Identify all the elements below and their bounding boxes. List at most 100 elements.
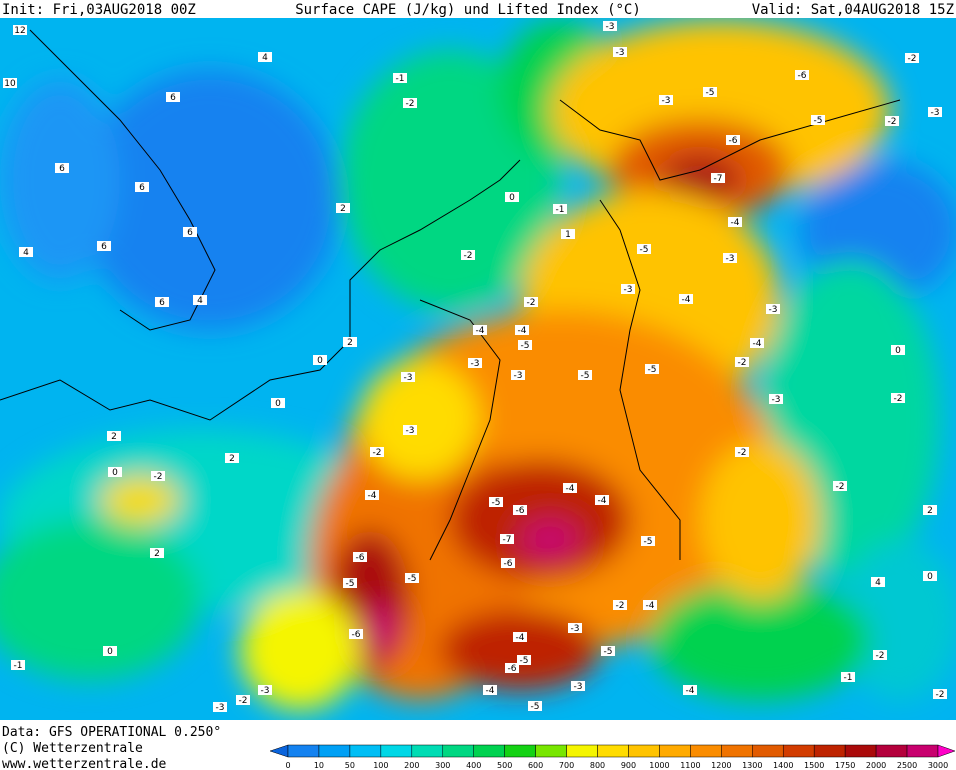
colorbar-label: 0 — [285, 761, 290, 770]
label-box — [524, 297, 538, 307]
lifted-index-label: 4 — [875, 578, 881, 588]
label-box — [553, 204, 567, 214]
label-box — [841, 672, 855, 682]
label-box — [613, 47, 627, 57]
colorbar-label: 700 — [559, 761, 574, 770]
colorbar-swatch — [752, 744, 784, 758]
lifted-index-label: -4 — [518, 326, 527, 336]
colorbar-label: 1500 — [804, 761, 824, 770]
lifted-index-label: 2 — [111, 432, 117, 442]
copyright: (C) Wetterzentrale — [2, 741, 143, 756]
colorbar-swatch — [628, 744, 660, 758]
label-box — [750, 338, 764, 348]
colorbar-label: 400 — [466, 761, 481, 770]
lifted-index-label: 0 — [927, 572, 933, 582]
label-box — [561, 229, 575, 239]
colorbar-swatch — [504, 744, 536, 758]
label-box — [659, 95, 673, 105]
label-box — [401, 372, 415, 382]
label-box — [517, 655, 531, 665]
label-box — [595, 495, 609, 505]
colorbar-swatch — [659, 744, 691, 758]
lifted-index-label: -6 — [352, 630, 361, 640]
colorbar-swatch — [721, 744, 753, 758]
lifted-index-label: 2 — [229, 454, 235, 464]
lifted-index-label: -3 — [772, 395, 781, 405]
lifted-index-label: -3 — [662, 96, 671, 106]
lifted-index-label: -3 — [571, 624, 580, 634]
lifted-index-label: -4 — [486, 686, 495, 696]
label-box — [811, 115, 825, 125]
label-box — [166, 92, 180, 102]
label-box — [511, 370, 525, 380]
label-box — [645, 364, 659, 374]
lifted-index-label: 2 — [340, 204, 346, 214]
label-box — [613, 600, 627, 610]
colorbar-swatch — [535, 744, 567, 758]
url: www.wetterzentrale.de — [2, 757, 167, 770]
colorbar-swatch — [690, 744, 722, 758]
lifted-index-label: -5 — [531, 702, 540, 712]
colorbar-swatch — [566, 744, 598, 758]
label-box — [483, 685, 497, 695]
lifted-index-label: 6 — [170, 93, 176, 103]
lifted-index-label: 10 — [4, 79, 16, 89]
colorbar-swatch — [411, 744, 444, 758]
colorbar-label: 300 — [435, 761, 450, 770]
label-box — [601, 646, 615, 656]
lifted-index-label: 0 — [895, 346, 901, 356]
lifted-index-label: 6 — [59, 164, 65, 174]
label-box — [637, 244, 651, 254]
label-box — [505, 192, 519, 202]
label-box — [515, 325, 529, 335]
colorbar-label: 1300 — [742, 761, 762, 770]
colorbar-label: 600 — [528, 761, 543, 770]
lifted-index-label: -5 — [814, 116, 823, 126]
colorbar-arrow — [269, 744, 289, 758]
lifted-index-label: -5 — [408, 574, 417, 584]
lifted-index-label: -5 — [520, 656, 529, 666]
colorbar-label: 10 — [314, 761, 324, 770]
lifted-index-label: -2 — [876, 651, 885, 661]
label-box — [621, 284, 635, 294]
lifted-index-label: -5 — [706, 88, 715, 98]
label-box — [513, 505, 527, 515]
lifted-index-label: -5 — [640, 245, 649, 255]
lifted-index-label: 12 — [14, 26, 25, 36]
label-box — [500, 534, 514, 544]
lifted-index-label: -3 — [514, 371, 523, 381]
lifted-index-label: -6 — [516, 506, 525, 516]
label-box — [726, 135, 740, 145]
label-box — [19, 247, 33, 257]
label-box — [103, 646, 117, 656]
label-box — [3, 78, 17, 88]
label-box — [769, 394, 783, 404]
label-box — [723, 253, 737, 263]
label-box — [578, 370, 592, 380]
label-box — [501, 558, 515, 568]
label-box — [679, 294, 693, 304]
label-box — [258, 52, 272, 62]
lifted-index-label: 0 — [275, 399, 281, 409]
lifted-index-label: -2 — [527, 298, 536, 308]
lifted-index-label: -4 — [598, 496, 607, 506]
lifted-index-label: 4 — [197, 296, 203, 306]
label-box — [403, 425, 417, 435]
colorbar-swatch — [318, 744, 351, 758]
label-box — [735, 357, 749, 367]
label-box — [923, 505, 937, 515]
label-box — [683, 685, 697, 695]
colorbar-swatch — [473, 744, 505, 758]
label-box — [473, 325, 487, 335]
label-box — [891, 345, 905, 355]
label-box — [343, 578, 357, 588]
label-box — [933, 689, 947, 699]
lifted-index-label: -4 — [686, 686, 695, 696]
lifted-index-label: 2 — [927, 506, 933, 516]
colorbar-label: 200 — [404, 761, 419, 770]
lifted-index-label: -1 — [396, 74, 405, 84]
lifted-index-label: 6 — [159, 298, 165, 308]
colorbar-label: 1000 — [649, 761, 669, 770]
cape-field — [0, 18, 956, 720]
